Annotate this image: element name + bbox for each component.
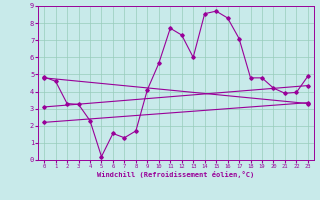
X-axis label: Windchill (Refroidissement éolien,°C): Windchill (Refroidissement éolien,°C) [97,171,255,178]
